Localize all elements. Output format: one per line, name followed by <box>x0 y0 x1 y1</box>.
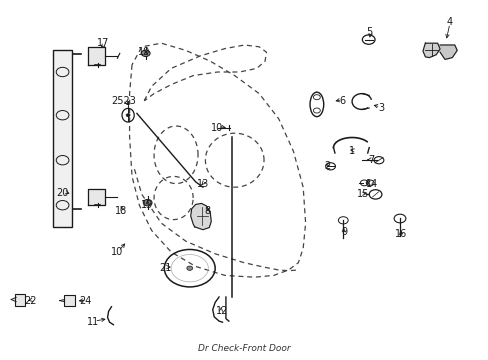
Circle shape <box>141 50 150 57</box>
Text: 17: 17 <box>96 38 109 48</box>
Text: 10: 10 <box>210 123 223 133</box>
Text: 10: 10 <box>111 247 123 257</box>
Text: 2523: 2523 <box>111 96 136 106</box>
Circle shape <box>186 266 192 270</box>
Polygon shape <box>422 43 439 58</box>
Text: 9: 9 <box>341 227 347 237</box>
FancyBboxPatch shape <box>53 50 72 227</box>
Text: 19: 19 <box>140 200 153 210</box>
Polygon shape <box>88 47 105 65</box>
FancyBboxPatch shape <box>15 294 25 306</box>
Text: 15: 15 <box>356 189 368 199</box>
Polygon shape <box>88 189 105 205</box>
Text: 4: 4 <box>446 17 452 27</box>
Text: 20: 20 <box>56 188 69 198</box>
Text: 24: 24 <box>79 296 92 306</box>
Circle shape <box>143 199 152 206</box>
Polygon shape <box>439 45 456 59</box>
Text: 21: 21 <box>159 263 171 273</box>
Text: 11: 11 <box>86 317 99 327</box>
Text: 3: 3 <box>378 103 384 113</box>
Text: 12: 12 <box>216 306 228 316</box>
Polygon shape <box>190 203 211 230</box>
Text: 5: 5 <box>366 27 371 37</box>
Text: 2: 2 <box>324 161 330 171</box>
Text: 22: 22 <box>24 296 37 306</box>
Text: 7: 7 <box>368 155 374 165</box>
Text: 6: 6 <box>339 96 345 106</box>
Text: Dr Check-Front Door: Dr Check-Front Door <box>198 344 290 353</box>
Circle shape <box>126 114 130 117</box>
Text: 8: 8 <box>204 206 210 216</box>
Text: 18: 18 <box>115 206 127 216</box>
Text: 16: 16 <box>394 229 407 239</box>
Text: 13: 13 <box>196 179 209 189</box>
Text: 1: 1 <box>348 146 354 156</box>
Text: 14: 14 <box>365 179 377 189</box>
FancyBboxPatch shape <box>63 295 75 306</box>
Text: 19: 19 <box>138 47 150 57</box>
